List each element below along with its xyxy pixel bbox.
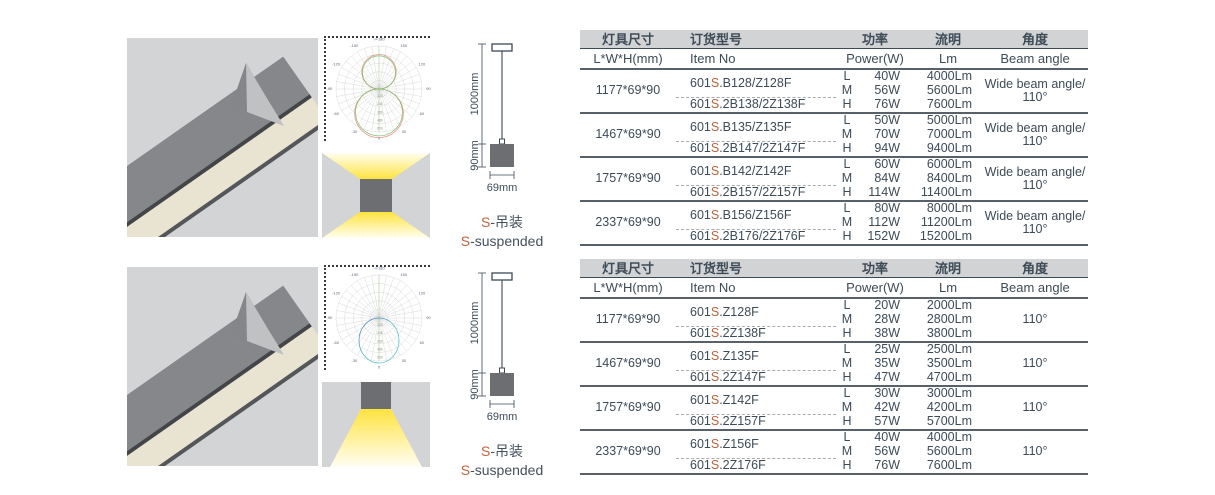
svg-text:-150: -150 [350,43,359,48]
svg-text:-/+180: -/+180 [373,38,385,42]
svg-text:-90: -90 [327,86,334,91]
svg-text:-120: -120 [332,290,341,295]
svg-text:1000mm: 1000mm [469,73,481,116]
svg-text:600: 600 [377,127,383,131]
svg-text:90mm: 90mm [469,140,481,171]
svg-text:120: 120 [419,290,426,295]
svg-text:90mm: 90mm [469,369,481,400]
svg-text:120: 120 [377,323,383,327]
svg-text:480: 480 [377,119,383,123]
svg-text:150: 150 [400,43,407,48]
svg-text:240: 240 [377,102,383,106]
svg-text:-150: -150 [350,272,359,277]
svg-text:360: 360 [377,110,383,114]
svg-text:69mm: 69mm [487,182,518,194]
svg-text:360: 360 [377,339,383,343]
svg-text:-60: -60 [333,111,340,116]
svg-text:30: 30 [402,129,407,134]
svg-text:-/+180: -/+180 [373,267,385,271]
svg-text:120: 120 [419,61,426,66]
svg-text:120: 120 [377,94,383,98]
svg-text:480: 480 [377,348,383,352]
svg-text:69mm: 69mm [487,411,518,423]
svg-text:-30: -30 [351,129,358,134]
svg-text:-90: -90 [327,315,334,320]
svg-text:60: 60 [420,340,425,345]
svg-text:240: 240 [377,331,383,335]
svg-text:-30: -30 [351,358,358,363]
svg-text:600: 600 [377,356,383,360]
svg-text:-120: -120 [332,61,341,66]
svg-text:-60: -60 [333,340,340,345]
svg-text:60: 60 [420,111,425,116]
svg-text:30: 30 [402,358,407,363]
svg-text:1000mm: 1000mm [469,302,481,345]
svg-text:150: 150 [400,272,407,277]
